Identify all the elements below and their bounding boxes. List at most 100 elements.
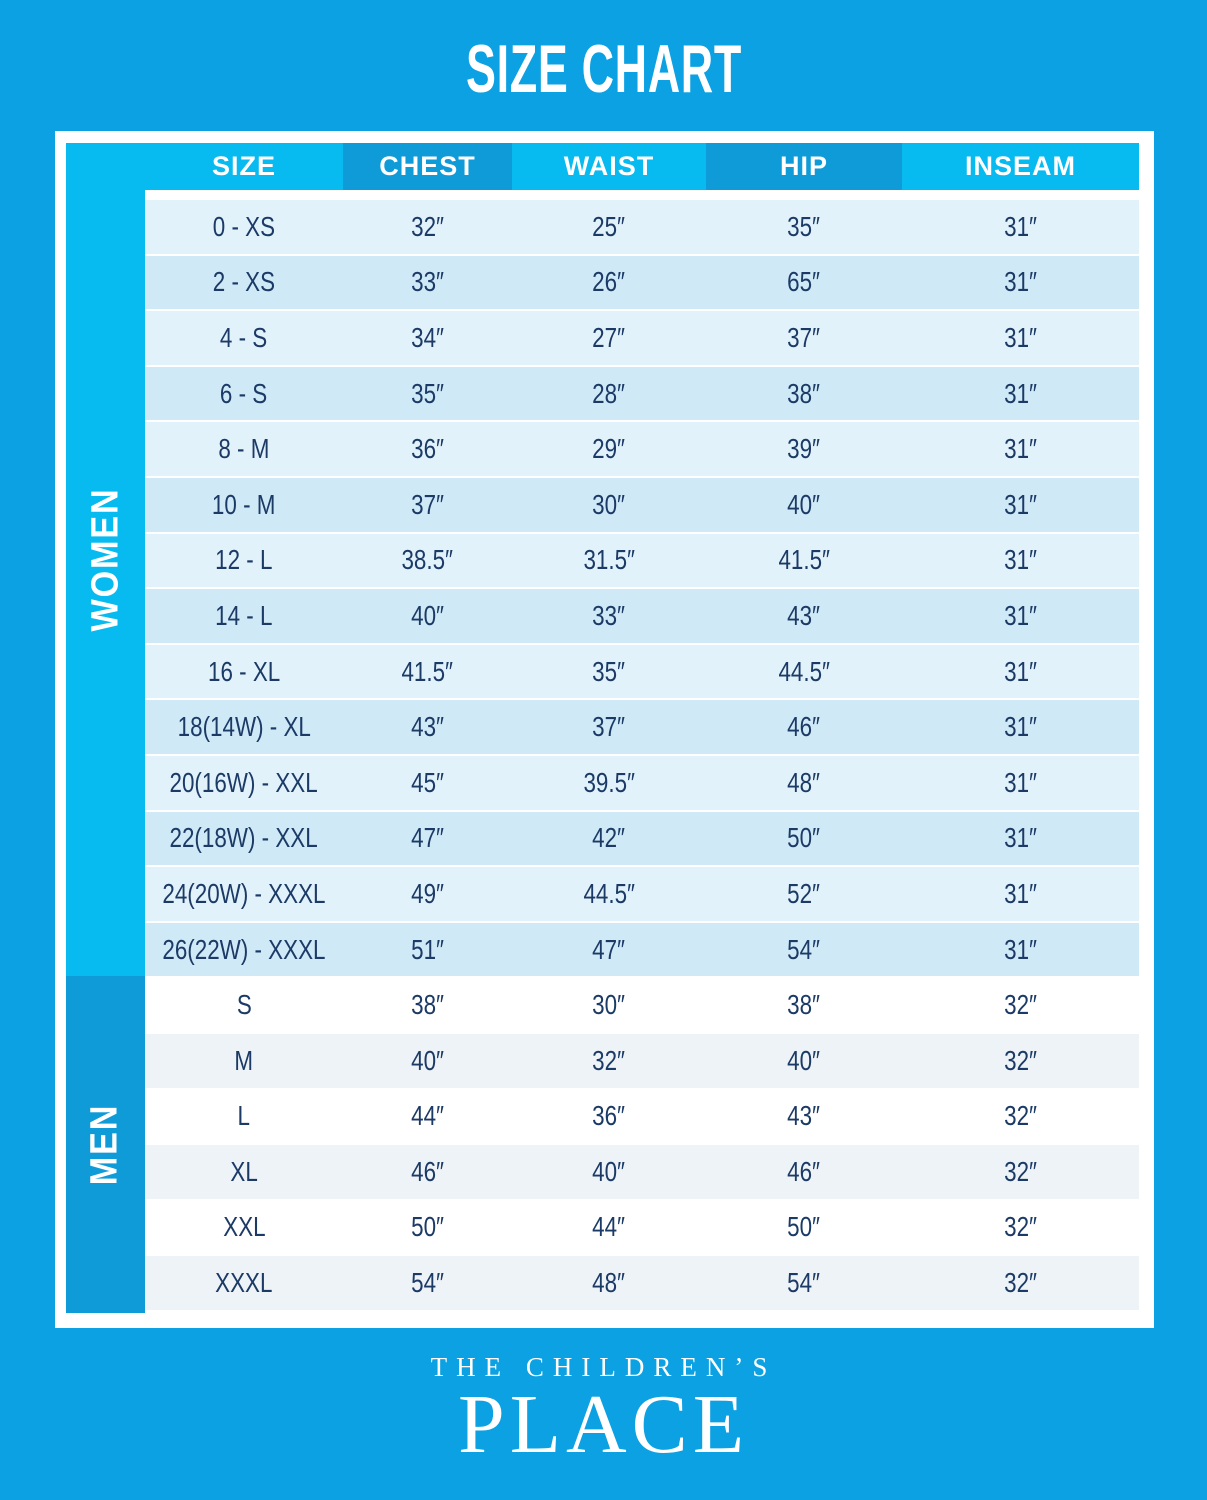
cell-value: 47″ [592, 933, 626, 965]
cell-value: 52″ [787, 877, 821, 909]
cell-value: 43″ [411, 711, 444, 743]
cell-size: 24(20W) - XXXL [162, 877, 326, 909]
cell-value: 31.5″ [583, 544, 635, 576]
cell-value: 25″ [592, 210, 626, 242]
cell-value: 33″ [592, 599, 626, 631]
cell-value: 32″ [1004, 1211, 1037, 1243]
cell-value: 50″ [787, 1211, 821, 1243]
table-row: 18(14W) - XL 43″ 37″ 46″ 31″ [145, 700, 1139, 754]
cell-size: L [237, 1100, 251, 1132]
cell-value: 26″ [592, 266, 626, 298]
table-row: XL 46″ 40″ 46″ 32″ [145, 1145, 1139, 1199]
cell-value: 32″ [1004, 1100, 1037, 1132]
women-section-label: WOMEN [84, 487, 126, 632]
table-row: 26(22W) - XXXL 51″ 47″ 54″ 31″ [145, 922, 1139, 977]
cell-value: 31″ [1004, 210, 1037, 242]
table-row: 12 - L 38.5″ 31.5″ 41.5″ 31″ [145, 533, 1139, 588]
cell-value: 38″ [787, 989, 821, 1021]
cell-value: 32″ [411, 210, 444, 242]
cell-value: 43″ [787, 1100, 821, 1132]
cell-value: 31″ [1004, 266, 1037, 298]
cell-value: 38″ [787, 377, 821, 409]
cell-value: 44.5″ [583, 877, 635, 909]
cell-size: 12 - L [215, 544, 273, 576]
cell-value: 32″ [1004, 1044, 1037, 1076]
cell-value: 31″ [1004, 766, 1037, 798]
cell-size: 14 - L [215, 599, 273, 631]
cell-value: 31″ [1004, 711, 1037, 743]
cell-value: 49″ [411, 877, 444, 909]
cell-value: 36″ [592, 1100, 626, 1132]
cell-value: 37″ [411, 488, 444, 520]
cell-size: 18(14W) - XL [177, 711, 311, 743]
cell-value: 37″ [592, 711, 626, 743]
brand-name-main: PLACE [457, 1378, 750, 1471]
cell-size: 8 - M [218, 433, 270, 465]
cell-value: 65″ [787, 266, 821, 298]
cell-value: 34″ [411, 321, 444, 353]
cell-value: 32″ [592, 1044, 626, 1076]
cell-value: 32″ [1004, 1267, 1037, 1299]
cell-value: 39.5″ [583, 766, 635, 798]
table-row: 6 - S 35″ 28″ 38″ 31″ [145, 366, 1139, 421]
table-row: 16 - XL 41.5″ 35″ 44.5″ 31″ [145, 644, 1139, 699]
table-row: 2 - XS 33″ 26″ 65″ 31″ [145, 255, 1139, 310]
cell-value: 31″ [1004, 321, 1037, 353]
cell-value: 54″ [787, 933, 821, 965]
cell-size: 20(16W) - XXL [169, 766, 319, 798]
cell-size: 2 - XS [212, 266, 276, 298]
size-chart-table: WOMEN MEN SIZE CHEST WAIST HIP INSEAM 0 … [66, 143, 1139, 1313]
men-section-label: MEN [84, 1103, 127, 1186]
cell-size: 4 - S [220, 321, 268, 353]
cell-value: 40″ [787, 488, 821, 520]
cell-value: 31″ [1004, 377, 1037, 409]
table-row: 0 - XS 32″ 25″ 35″ 31″ [145, 200, 1139, 254]
table-header-row: SIZE CHEST WAIST HIP INSEAM [145, 143, 1139, 190]
table-row: 4 - S 34″ 27″ 37″ 31″ [145, 311, 1139, 365]
cell-value: 36″ [411, 433, 444, 465]
cell-size: 26(22W) - XXXL [162, 933, 326, 965]
cell-size: XXXL [215, 1267, 273, 1299]
cell-value: 31″ [1004, 488, 1037, 520]
cell-value: 27″ [592, 321, 626, 353]
cell-value: 39″ [787, 433, 821, 465]
cell-value: 30″ [592, 989, 626, 1021]
cell-value: 46″ [787, 711, 821, 743]
cell-value: 38.5″ [401, 544, 454, 576]
section-band-column: WOMEN MEN [66, 143, 145, 1313]
page-title: SIZE CHART [0, 30, 1207, 108]
cell-value: 42″ [592, 822, 626, 854]
cell-value: 30″ [592, 488, 626, 520]
cell-value: 32″ [1004, 989, 1037, 1021]
cell-value: 31″ [1004, 544, 1037, 576]
cell-value: 41.5″ [778, 544, 830, 576]
cell-value: 44″ [411, 1100, 444, 1132]
cell-value: 54″ [787, 1267, 821, 1299]
cell-value: 31″ [1004, 599, 1037, 631]
women-section-band: WOMEN [66, 143, 145, 976]
cell-value: 44″ [592, 1211, 626, 1243]
cell-value: 31″ [1004, 655, 1037, 687]
header-hip: HIP [706, 143, 902, 190]
table-row: 20(16W) - XXL 45″ 39.5″ 48″ 31″ [145, 755, 1139, 810]
table-row: XXL 50″ 44″ 50″ 32″ [145, 1200, 1139, 1255]
page-title-text: SIZE CHART [465, 31, 742, 107]
cell-value: 40″ [411, 599, 444, 631]
cell-value: 48″ [787, 766, 821, 798]
table-row: 14 - L 40″ 33″ 43″ 31″ [145, 589, 1139, 643]
table-row: S 38″ 30″ 38″ 32″ [145, 978, 1139, 1032]
cell-value: 35″ [592, 655, 626, 687]
cell-value: 40″ [411, 1044, 444, 1076]
header-inseam: INSEAM [902, 143, 1139, 190]
cell-value: 33″ [411, 266, 444, 298]
cell-size: 16 - XL [207, 655, 281, 687]
cell-size: 10 - M [212, 488, 276, 520]
cell-value: 28″ [592, 377, 626, 409]
men-section-band: MEN [66, 976, 145, 1313]
table-row: M 40″ 32″ 40″ 32″ [145, 1033, 1139, 1088]
cell-value: 51″ [411, 933, 444, 965]
brand-name-top: THE CHILDREN’S [430, 1352, 777, 1382]
cell-size: M [234, 1044, 254, 1076]
cell-value: 31″ [1004, 433, 1037, 465]
cell-size: 6 - S [220, 377, 268, 409]
